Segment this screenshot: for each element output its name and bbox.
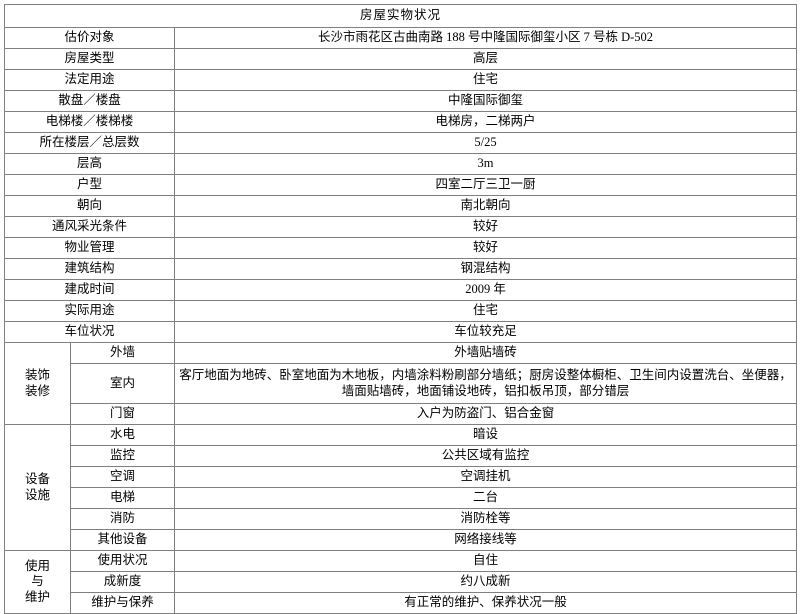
row-value: 中隆国际御玺 xyxy=(173,90,798,112)
row-value: 电梯房，二梯两户 xyxy=(173,111,798,133)
row-label: 所在楼层／总层数 xyxy=(4,132,175,154)
table-row: 维护与保养 有正常的维护、保养状况一般 xyxy=(5,592,798,614)
row-label: 外墙 xyxy=(70,342,175,364)
table-row: 门窗 入户为防盗门、铝合金窗 xyxy=(5,403,798,425)
table-row: 层高 3m xyxy=(4,153,798,175)
row-label: 实际用途 xyxy=(4,300,175,322)
table-row: 建筑结构 钢混结构 xyxy=(4,258,798,280)
row-label: 门窗 xyxy=(70,403,175,425)
table-body: 房屋实物状况 估价对象 长沙市雨花区古曲南路 188 号中隆国际御玺小区 7 号… xyxy=(3,4,798,614)
group-label-usage: 使用 与 维护 xyxy=(4,550,71,614)
row-label: 电梯 xyxy=(70,487,175,509)
table-row: 其他设备 网络接线等 xyxy=(5,529,798,551)
row-value: 5/25 xyxy=(173,132,798,154)
row-value: 住宅 xyxy=(173,300,798,322)
row-label: 成新度 xyxy=(70,571,175,593)
row-value: 约八成新 xyxy=(173,571,798,593)
row-label: 车位状况 xyxy=(4,321,175,343)
group-label-line: 装修 xyxy=(24,383,50,398)
title-row: 房屋实物状况 xyxy=(3,4,798,28)
row-label: 其他设备 xyxy=(70,529,175,551)
group-label-line: 设备 xyxy=(24,471,50,486)
page-title: 房屋实物状况 xyxy=(3,4,798,28)
table-row: 房屋类型 高层 xyxy=(4,48,798,70)
group-label-line: 与 xyxy=(31,574,44,589)
row-value: 钢混结构 xyxy=(173,258,798,280)
row-label: 散盘／楼盘 xyxy=(4,90,175,112)
group-label-decoration: 装饰 装修 xyxy=(4,342,71,425)
table-row: 设备 设施 水电 暗设 xyxy=(4,424,798,551)
table-row: 装饰 装修 外墙 外墙贴墙砖 xyxy=(4,342,798,425)
row-value: 有正常的维护、保养状况一般 xyxy=(173,592,798,614)
row-label: 电梯楼／楼梯楼 xyxy=(4,111,175,133)
group-label-equipment: 设备 设施 xyxy=(4,424,71,551)
document-page: 房屋实物状况 估价对象 长沙市雨花区古曲南路 188 号中隆国际御玺小区 7 号… xyxy=(3,4,798,614)
row-label: 估价对象 xyxy=(4,27,175,49)
row-label: 朝向 xyxy=(4,195,175,217)
table-row: 成新度 约八成新 xyxy=(5,571,798,593)
row-label: 层高 xyxy=(4,153,175,175)
row-value: 自住 xyxy=(173,550,798,572)
row-value: 高层 xyxy=(173,48,798,70)
table-row: 通风采光条件 较好 xyxy=(4,216,798,238)
row-value: 车位较充足 xyxy=(173,321,798,343)
row-value: 南北朝向 xyxy=(173,195,798,217)
row-label: 通风采光条件 xyxy=(4,216,175,238)
row-value: 较好 xyxy=(173,216,798,238)
row-value: 住宅 xyxy=(173,69,798,91)
row-label: 户型 xyxy=(4,174,175,196)
table-row: 朝向 南北朝向 xyxy=(4,195,798,217)
table-row: 户型 四室二厅三卫一厨 xyxy=(4,174,798,196)
table-row: 室内 客厅地面为地砖、卧室地面为木地板，内墙涂料粉刷部分墙纸；厨房设整体橱柜、卫… xyxy=(5,363,798,404)
table-row: 散盘／楼盘 中隆国际御玺 xyxy=(4,90,798,112)
row-value: 入户为防盗门、铝合金窗 xyxy=(173,403,798,425)
table-row: 电梯楼／楼梯楼 电梯房，二梯两户 xyxy=(4,111,798,133)
table-row: 建成时间 2009 年 xyxy=(4,279,798,301)
row-value: 公共区域有监控 xyxy=(173,445,798,467)
row-label: 维护与保养 xyxy=(70,592,175,614)
table-row: 电梯 二台 xyxy=(5,487,798,509)
row-value: 网络接线等 xyxy=(173,529,798,551)
row-label: 空调 xyxy=(70,466,175,488)
row-value: 空调挂机 xyxy=(173,466,798,488)
row-value: 客厅地面为地砖、卧室地面为木地板，内墙涂料粉刷部分墙纸；厨房设整体橱柜、卫生间内… xyxy=(173,363,798,404)
row-value: 2009 年 xyxy=(173,279,798,301)
row-value: 外墙贴墙砖 xyxy=(173,342,798,364)
group-label-line: 装饰 xyxy=(24,367,50,382)
row-value: 四室二厅三卫一厨 xyxy=(173,174,798,196)
row-label: 法定用途 xyxy=(4,69,175,91)
row-label: 使用状况 xyxy=(70,550,175,572)
row-label: 房屋类型 xyxy=(4,48,175,70)
row-label: 建成时间 xyxy=(4,279,175,301)
row-label: 监控 xyxy=(70,445,175,467)
row-label: 消防 xyxy=(70,508,175,530)
group-label-line: 使用 xyxy=(24,558,50,573)
property-condition-table: 房屋实物状况 估价对象 长沙市雨花区古曲南路 188 号中隆国际御玺小区 7 号… xyxy=(3,4,798,614)
table-row: 空调 空调挂机 xyxy=(5,466,798,488)
row-value: 长沙市雨花区古曲南路 188 号中隆国际御玺小区 7 号栋 D-502 xyxy=(173,27,798,49)
table-row: 监控 公共区域有监控 xyxy=(5,445,798,467)
row-label: 室内 xyxy=(70,363,175,404)
row-value: 3m xyxy=(173,153,798,175)
row-label: 物业管理 xyxy=(4,237,175,259)
row-label: 水电 xyxy=(70,424,175,446)
table-row: 所在楼层／总层数 5/25 xyxy=(4,132,798,154)
table-row: 物业管理 较好 xyxy=(4,237,798,259)
row-label: 建筑结构 xyxy=(4,258,175,280)
table-row: 车位状况 车位较充足 xyxy=(4,321,798,343)
group-label-line: 维护 xyxy=(24,589,50,604)
table-row: 法定用途 住宅 xyxy=(4,69,798,91)
table-row: 使用 与 维护 使用状况 自住 xyxy=(4,550,798,614)
table-row: 实际用途 住宅 xyxy=(4,300,798,322)
row-value: 暗设 xyxy=(173,424,798,446)
row-value: 较好 xyxy=(173,237,798,259)
table-row: 估价对象 长沙市雨花区古曲南路 188 号中隆国际御玺小区 7 号栋 D-502 xyxy=(4,27,798,49)
row-value: 二台 xyxy=(173,487,798,509)
table-row: 消防 消防栓等 xyxy=(5,508,798,530)
row-value: 消防栓等 xyxy=(173,508,798,530)
group-label-line: 设施 xyxy=(24,487,50,502)
